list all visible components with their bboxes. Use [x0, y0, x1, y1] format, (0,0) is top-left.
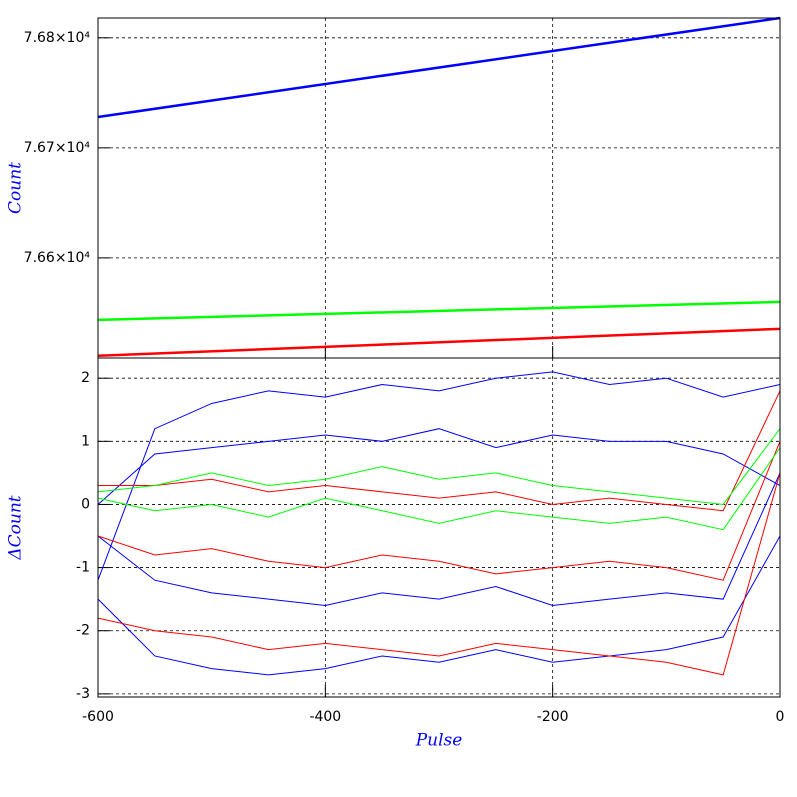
- x-tick-label: -600: [82, 709, 114, 725]
- y-tick-label: 7.67×10⁴: [24, 140, 91, 156]
- line: [97, 441, 781, 581]
- y-tick-label: -2: [76, 623, 90, 639]
- x-tick-label: 0: [776, 709, 785, 725]
- plot-frame: [97, 357, 781, 698]
- line: [97, 327, 781, 358]
- line: [97, 535, 781, 676]
- line: [97, 16, 781, 119]
- y-tick-label: 1: [81, 433, 90, 449]
- line: [97, 447, 781, 531]
- y-tick-label: -1: [76, 560, 90, 576]
- line: [97, 428, 781, 505]
- line: [97, 371, 781, 581]
- line: [97, 472, 781, 676]
- y-tick-label: 2: [81, 370, 90, 386]
- y-tick-label: -3: [76, 686, 90, 702]
- x-tick-label: -400: [309, 709, 341, 725]
- line: [97, 300, 781, 322]
- x-tick-label: -200: [537, 709, 569, 725]
- y-tick-label: 7.66×10⁴: [24, 250, 91, 266]
- line: [97, 472, 781, 606]
- x-axis-label: Pulse: [415, 731, 463, 751]
- plot-frame: [97, 17, 781, 359]
- y-axis-label: Count: [6, 162, 26, 214]
- line: [98, 390, 781, 512]
- y-tick-label: 7.68×10⁴: [24, 30, 91, 46]
- y-axis-label: ΔCount: [6, 495, 26, 560]
- y-tick-label: 0: [81, 496, 90, 512]
- line: [97, 428, 781, 505]
